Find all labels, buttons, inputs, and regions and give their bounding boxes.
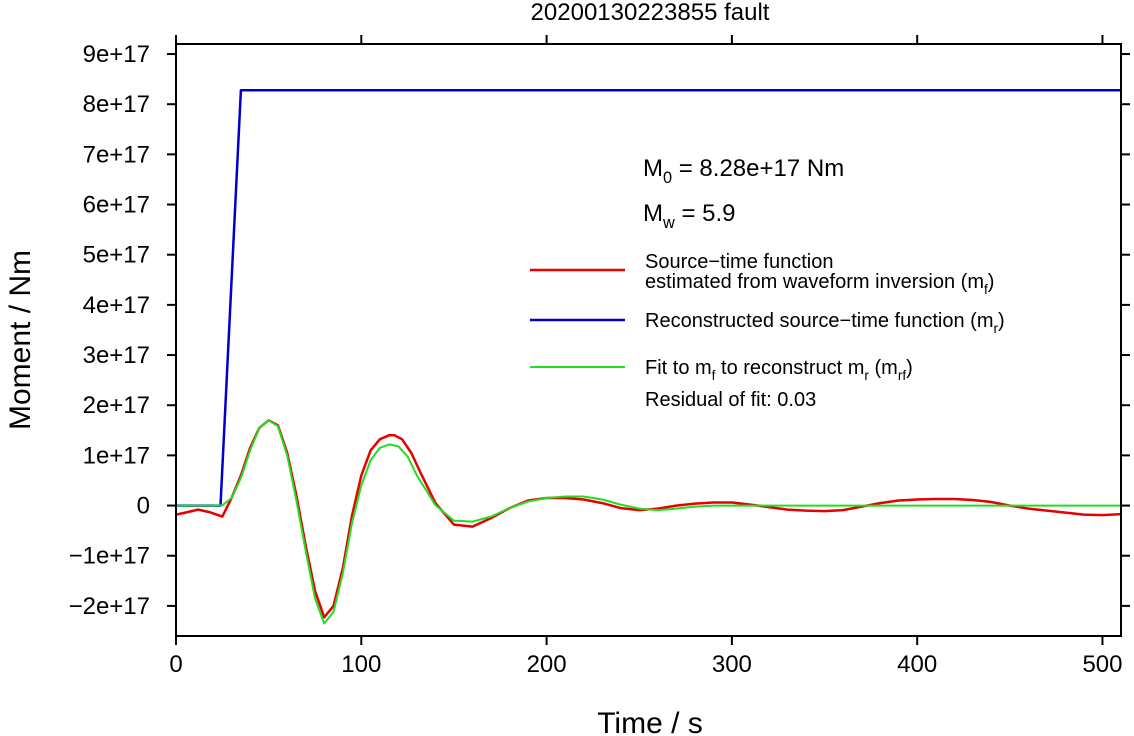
annotation-residual: Residual of fit: 0.03: [645, 389, 816, 411]
x-tick-label: 300: [712, 651, 752, 678]
y-tick-label: 9e+17: [83, 41, 150, 68]
y-tick-label: −2e+17: [69, 593, 150, 620]
plot-frame: [175, 43, 1122, 637]
y-tick-label: 4e+17: [83, 292, 150, 319]
y-tick-label: 6e+17: [83, 192, 150, 219]
x-tick-label: 100: [341, 651, 381, 678]
chart-title: 20200130223855 fault: [531, 0, 770, 26]
series-line-2: [176, 419, 1121, 625]
series-line-1: [176, 88, 1121, 507]
y-axis-label: Moment / Nm: [4, 250, 37, 430]
legend-label-0: estimated from waveform inversion (mf​): [645, 271, 994, 297]
plot-area: [175, 43, 1122, 637]
y-axis: −2e+17 −1e+17 0 1e+17 2e+17 3e+17 4e+17 5e+17 6e…: [69, 41, 1130, 620]
x-axis: 0 100 200 300 400 500: [169, 35, 1122, 678]
y-tick-label: 1e+17: [83, 442, 150, 469]
x-tick-label: 0: [169, 651, 182, 678]
y-tick-label: 0: [137, 493, 150, 520]
x-axis-label: Time / s: [597, 707, 703, 736]
legend-label-2: Fit to mf​ to reconstruct mr​ (mrf​): [645, 357, 913, 383]
legend-label-1: Reconstructed source−time function (mr​): [645, 310, 1005, 336]
y-tick-label: 2e+17: [83, 392, 150, 419]
y-tick-label: 8e+17: [83, 91, 150, 118]
series-line-0: [176, 419, 1121, 619]
y-tick-label: 3e+17: [83, 342, 150, 369]
annotation-mw: Mw​ = 5.9: [643, 200, 736, 232]
x-tick-label: 400: [897, 651, 937, 678]
y-tick-label: 5e+17: [83, 242, 150, 269]
x-tick-label: 500: [1082, 651, 1122, 678]
x-tick-label: 200: [527, 651, 567, 678]
y-tick-label: 7e+17: [83, 141, 150, 168]
annotations: M0​ = 8.28e+17 Nm Mw​ = 5.9 Residual of fi…: [643, 155, 844, 411]
annotation-m0: M0​ = 8.28e+17 Nm: [643, 155, 844, 187]
y-tick-label: −1e+17: [69, 543, 150, 570]
legend-label-0: Source−time function: [645, 251, 833, 273]
